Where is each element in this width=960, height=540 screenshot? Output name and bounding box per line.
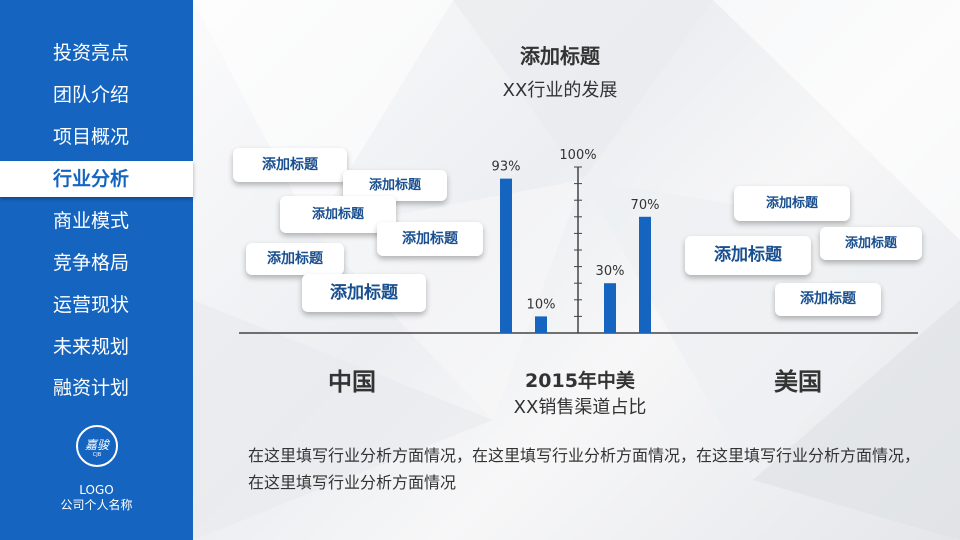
bar-2-2	[639, 217, 651, 333]
bar-value-label: 30%	[596, 264, 625, 279]
category-label-china: 中国	[328, 362, 376, 397]
bar-value-label: 10%	[527, 297, 556, 312]
chart-subtitle: XX销售渠道占比	[470, 393, 690, 419]
axis-top-label: 100%	[559, 148, 596, 163]
description-text: 在这里填写行业分析方面情况，在这里填写行业分析方面情况，在这里填写行业分析方面情…	[248, 442, 928, 496]
bar-1-2	[535, 316, 547, 333]
category-label-usa: 美国	[774, 362, 822, 397]
bar-2-1	[604, 283, 616, 333]
bar-1-1	[500, 179, 512, 333]
chart-title: 2015年中美	[470, 366, 690, 393]
bar-value-label: 93%	[492, 160, 521, 175]
bar-value-label: 70%	[631, 198, 660, 213]
